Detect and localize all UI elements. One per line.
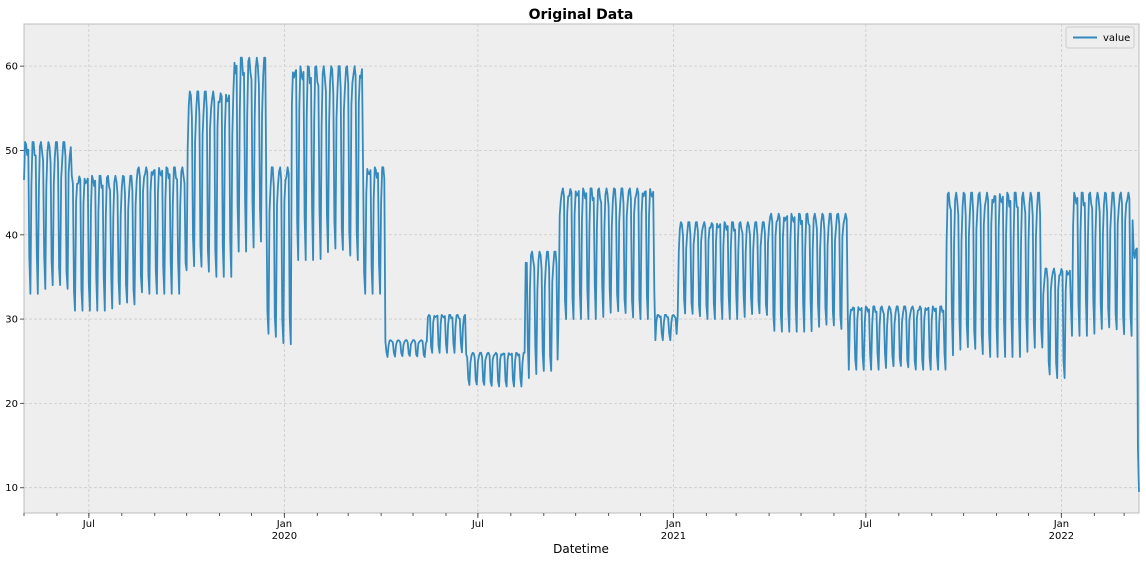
x-tick-label: Jul xyxy=(859,519,872,530)
y-tick-label: 40 xyxy=(5,230,18,241)
x-tick-sublabel: 2022 xyxy=(1049,531,1074,542)
y-tick-label: 20 xyxy=(5,399,18,410)
x-axis-label: Datetime xyxy=(553,542,609,556)
line-layer xyxy=(23,56,1140,492)
y-tick-label: 50 xyxy=(5,146,18,157)
x-tick-label: Jul xyxy=(82,519,95,530)
y-tick-label: 10 xyxy=(5,483,18,494)
legend-box xyxy=(1065,26,1135,49)
legend-label: value xyxy=(1103,33,1130,44)
x-tick-label: Jan xyxy=(665,519,681,530)
y-tick-label: 30 xyxy=(5,315,18,326)
x-tick-label: Jan xyxy=(276,519,292,530)
y-tick-label: 60 xyxy=(5,62,18,73)
x-tick-label: Jul xyxy=(471,519,484,530)
chart-title: Original Data xyxy=(529,7,634,23)
series-line-value xyxy=(23,56,1140,492)
x-tick-label: Jan xyxy=(1053,519,1069,530)
x-tick-sublabel: 2020 xyxy=(272,531,297,542)
x-tick-sublabel: 2021 xyxy=(661,531,686,542)
legend: value xyxy=(1065,26,1135,49)
